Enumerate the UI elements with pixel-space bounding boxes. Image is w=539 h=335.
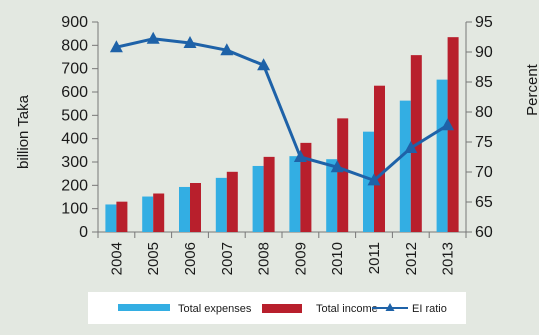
y-tick-label: 500 <box>61 107 88 124</box>
x-tick-label: 2013 <box>440 242 457 275</box>
y-tick-label: 600 <box>61 84 88 101</box>
bar-total-expenses <box>105 204 117 232</box>
legend-swatch-ei-marker <box>385 303 395 311</box>
x-tick-label: 2004 <box>108 242 125 275</box>
ei-ratio-point <box>330 160 344 173</box>
ei-ratio-point <box>146 31 160 44</box>
bar-total-income <box>374 85 385 232</box>
legend: Total expenses Total income EI ratio <box>88 292 466 324</box>
bar-total-income <box>337 118 349 232</box>
y2-tick-label: 90 <box>475 44 493 61</box>
y-tick-label: 700 <box>61 61 88 78</box>
y2-tick-label: 85 <box>475 74 493 91</box>
plot-area: 0 100 200 300 400 500 600 700 800 900 60 65 70 75 80 85… <box>61 14 493 275</box>
y-tick-label: 100 <box>61 201 88 218</box>
legend-swatch-expenses <box>118 304 170 311</box>
y-tick-label: 800 <box>61 37 88 54</box>
ei-ratio-point <box>367 173 381 186</box>
y-tick-label: 0 <box>79 224 88 241</box>
y-tick-label: 400 <box>61 131 88 148</box>
bar-total-expenses <box>215 177 227 232</box>
y-tick-label: 900 <box>61 14 88 31</box>
legend-label-income: Total income <box>316 303 378 315</box>
bar-total-expenses <box>363 131 374 232</box>
ei-ratio-line <box>116 37 449 182</box>
bar-total-income <box>190 183 201 232</box>
x-tick-label: 2009 <box>292 242 309 275</box>
legend-swatch-income <box>262 304 302 313</box>
ei-ratio-point <box>257 58 271 71</box>
bar-total-expenses <box>436 79 448 232</box>
bar-total-income <box>116 201 128 232</box>
y2-axis-title: Percent <box>524 63 539 116</box>
x-tick-label: 2011 <box>366 242 383 274</box>
y2-tick-label: 95 <box>475 14 493 31</box>
y2-tick-label: 60 <box>475 224 493 241</box>
y2-tick-label: 75 <box>475 134 493 151</box>
x-tick-label: 2006 <box>182 242 199 275</box>
y-tick-label: 200 <box>61 177 88 194</box>
x-tick-label: 2012 <box>403 242 420 275</box>
ei-ratio-point <box>220 43 234 56</box>
bar-total-income <box>226 171 238 232</box>
bar-total-expenses <box>179 186 190 232</box>
ei-ratio-point <box>404 141 418 153</box>
ei-ratio-point <box>183 36 197 48</box>
bar-total-income <box>447 37 459 232</box>
y2-tick-label: 65 <box>475 194 493 211</box>
bar-total-expenses <box>326 159 338 232</box>
ei-ratio-point <box>109 40 123 53</box>
x-tick-label: 2010 <box>329 242 346 275</box>
bar-total-expenses <box>399 100 411 232</box>
legend-label-expenses: Total expenses <box>178 303 252 315</box>
x-tick-label: 2007 <box>219 242 236 275</box>
bar-total-income <box>263 156 275 232</box>
x-tick-label: 2008 <box>256 242 273 275</box>
bar-total-income <box>153 193 165 232</box>
legend-label-ei: EI ratio <box>412 303 447 315</box>
y-tick-label: 300 <box>61 154 88 171</box>
y-axis-title: billion Taka <box>15 94 32 169</box>
bar-total-income <box>300 142 312 232</box>
y2-tick-label: 70 <box>475 164 493 181</box>
bar-total-expenses <box>252 165 264 232</box>
bar-total-expenses <box>142 196 154 232</box>
ei-ratio-point <box>441 118 455 131</box>
x-tick-label: 2005 <box>145 242 162 275</box>
y2-tick-label: 80 <box>475 104 493 121</box>
bar-total-expenses <box>289 156 301 232</box>
ei-ratio-point <box>293 150 307 162</box>
